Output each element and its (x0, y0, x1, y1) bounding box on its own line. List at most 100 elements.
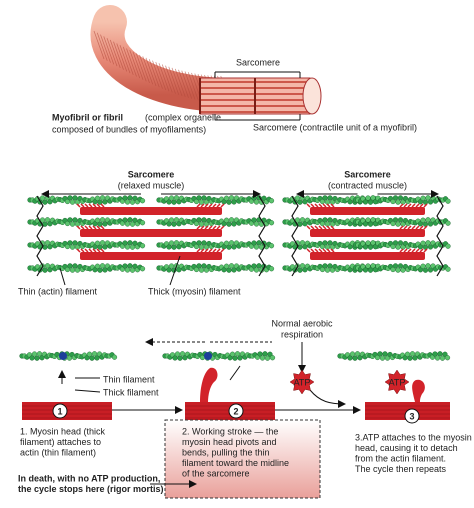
actin (257, 351, 263, 357)
actin (445, 243, 451, 249)
label: head, causing it to detach (355, 443, 458, 453)
actin (226, 221, 232, 227)
actin (69, 244, 76, 250)
actin (367, 267, 374, 273)
actin (176, 221, 182, 227)
striation (113, 41, 124, 70)
myosin-head (220, 225, 225, 230)
actin (264, 355, 271, 361)
actin (92, 199, 98, 205)
myosin-head (419, 203, 424, 208)
actin (365, 263, 371, 269)
myosin-head (423, 248, 428, 253)
label: In death, with no ATP production, (18, 473, 160, 483)
striation (139, 54, 150, 84)
actin (139, 243, 146, 249)
actin (198, 244, 205, 250)
myosin-head (330, 248, 335, 253)
myosin-head (423, 203, 428, 208)
actin (99, 195, 106, 201)
myosin (310, 229, 425, 237)
striation (152, 60, 163, 89)
actin (417, 267, 424, 273)
striation (135, 53, 147, 82)
actin (367, 221, 374, 227)
actin (253, 199, 260, 205)
z-disc (258, 195, 266, 277)
myosin-head (411, 225, 416, 230)
actin (319, 220, 326, 227)
striation (126, 48, 137, 77)
myosin-head (216, 203, 221, 208)
actin (253, 267, 260, 273)
myosin-head (88, 203, 93, 208)
myosin-head (88, 225, 93, 230)
actin (362, 221, 369, 227)
actin (407, 355, 413, 361)
actin (347, 244, 353, 250)
actin (395, 221, 401, 227)
actin (173, 217, 180, 223)
actin (226, 267, 232, 273)
myosin-head (403, 203, 408, 208)
actin (182, 355, 188, 361)
myosin-head (208, 225, 213, 230)
z-disc (291, 195, 299, 277)
actin (370, 263, 376, 269)
actin (226, 244, 232, 250)
actin (379, 355, 386, 361)
actin (92, 244, 98, 250)
myosin-head (196, 225, 201, 230)
label: (complex organelle (145, 112, 221, 122)
striation (161, 64, 173, 93)
actin (422, 267, 429, 273)
actin (69, 199, 76, 205)
actin (302, 199, 308, 205)
label: Sarcomere (236, 57, 280, 67)
actin (362, 199, 369, 205)
binding-site (59, 352, 67, 360)
actin (327, 195, 333, 201)
label: bends, pulling the thin (182, 447, 270, 457)
myosin-head (80, 248, 85, 253)
striation (119, 45, 131, 74)
actin (347, 355, 353, 361)
actin (365, 217, 371, 223)
actin (139, 198, 146, 204)
label: The cycle then repeats (355, 464, 447, 474)
striation (187, 72, 199, 101)
actin (370, 240, 376, 246)
actin (193, 220, 200, 227)
actin (302, 221, 308, 227)
actin (322, 195, 328, 201)
actin (94, 263, 101, 269)
myosin (80, 207, 222, 215)
actin (228, 240, 235, 246)
actin (99, 263, 106, 269)
actin (168, 195, 175, 201)
actin (34, 355, 40, 361)
label: Sarcomere (contractile unit of a myofibr… (253, 122, 417, 132)
striation (145, 57, 157, 87)
actin (390, 243, 396, 250)
actin (237, 355, 243, 361)
actin (347, 267, 353, 273)
actin (372, 199, 379, 205)
actin (124, 244, 131, 250)
actin (39, 195, 46, 201)
actin (127, 263, 133, 269)
step-badge (228, 403, 244, 419)
actin (319, 198, 326, 205)
actin (422, 199, 429, 205)
actin (173, 195, 180, 201)
striation (103, 36, 115, 65)
actin (365, 195, 371, 201)
actin (122, 263, 128, 269)
myosin-head (310, 248, 315, 253)
actin (124, 221, 131, 227)
line (169, 255, 181, 286)
myosin-head (208, 248, 213, 253)
actin (420, 240, 426, 246)
actin (198, 267, 205, 273)
myosin-head (415, 203, 420, 208)
